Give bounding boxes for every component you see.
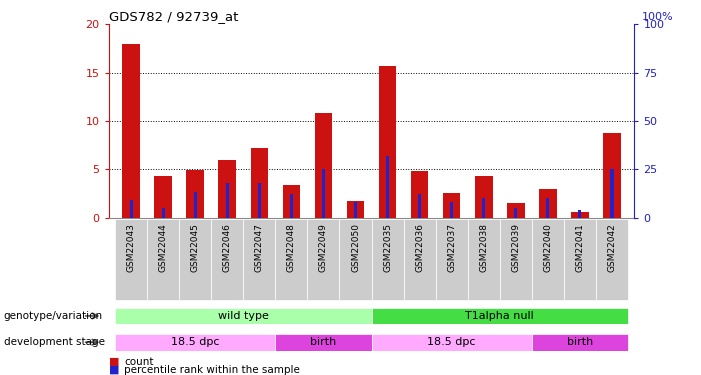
Bar [372, 308, 628, 324]
FancyBboxPatch shape [596, 219, 628, 300]
FancyBboxPatch shape [243, 219, 275, 300]
Text: percentile rank within the sample: percentile rank within the sample [124, 365, 300, 375]
Bar [283, 184, 300, 218]
Text: GSM22037: GSM22037 [447, 224, 456, 272]
Bar [258, 183, 261, 218]
FancyBboxPatch shape [308, 219, 339, 300]
Text: GSM22050: GSM22050 [351, 224, 360, 272]
FancyBboxPatch shape [372, 219, 404, 300]
FancyBboxPatch shape [468, 219, 500, 300]
FancyBboxPatch shape [404, 219, 435, 300]
Bar [115, 308, 372, 324]
FancyBboxPatch shape [115, 219, 147, 300]
Text: 100%: 100% [641, 12, 673, 22]
Bar [161, 208, 165, 218]
Bar [539, 189, 557, 218]
Text: 18.5 dpc: 18.5 dpc [171, 337, 219, 347]
Bar [386, 156, 389, 218]
Bar [354, 202, 357, 217]
FancyBboxPatch shape [275, 219, 308, 300]
Bar [122, 44, 140, 218]
Text: 18.5 dpc: 18.5 dpc [428, 337, 476, 347]
Text: GSM22046: GSM22046 [223, 224, 232, 272]
Bar [193, 192, 197, 217]
Bar [186, 170, 204, 217]
Text: GSM22049: GSM22049 [319, 224, 328, 272]
Bar [290, 194, 293, 217]
Text: ■: ■ [109, 365, 119, 375]
Bar [443, 194, 461, 217]
Text: ■: ■ [109, 357, 119, 367]
Bar [154, 176, 172, 218]
Text: GSM22047: GSM22047 [255, 224, 264, 272]
Text: GDS782 / 92739_at: GDS782 / 92739_at [109, 10, 238, 23]
Text: GSM22038: GSM22038 [479, 224, 488, 272]
Text: wild type: wild type [218, 311, 268, 321]
Bar [315, 113, 332, 218]
Bar [226, 183, 229, 218]
FancyBboxPatch shape [339, 219, 372, 300]
Text: GSM22041: GSM22041 [576, 224, 585, 272]
FancyBboxPatch shape [532, 219, 564, 300]
Bar [603, 134, 621, 218]
Bar [475, 176, 493, 218]
Text: genotype/variation: genotype/variation [4, 311, 102, 321]
Bar [546, 198, 550, 217]
Bar [219, 160, 236, 218]
Text: birth: birth [311, 337, 336, 347]
Text: GSM22045: GSM22045 [191, 224, 200, 272]
Text: count: count [124, 357, 154, 367]
Bar [347, 201, 365, 217]
Bar [571, 212, 589, 217]
FancyBboxPatch shape [147, 219, 179, 300]
Bar [411, 171, 428, 217]
Text: development stage: development stage [4, 337, 104, 347]
Text: GSM22042: GSM22042 [608, 224, 616, 272]
Text: GSM22035: GSM22035 [383, 224, 392, 272]
Bar [275, 334, 372, 351]
Text: GSM22044: GSM22044 [158, 224, 168, 272]
Text: GSM22040: GSM22040 [543, 224, 552, 272]
Bar [578, 210, 582, 218]
Bar [115, 334, 275, 351]
Bar [250, 148, 268, 217]
Text: GSM22039: GSM22039 [511, 224, 520, 272]
FancyBboxPatch shape [435, 219, 468, 300]
Bar [532, 334, 628, 351]
Bar [418, 194, 421, 217]
Bar [372, 334, 532, 351]
FancyBboxPatch shape [500, 219, 532, 300]
Bar [515, 208, 517, 218]
Bar [379, 66, 396, 218]
FancyBboxPatch shape [211, 219, 243, 300]
Text: GSM22048: GSM22048 [287, 224, 296, 272]
Bar [507, 203, 524, 217]
Text: GSM22043: GSM22043 [127, 224, 135, 272]
Bar [450, 202, 454, 217]
Bar [130, 200, 132, 217]
Bar [611, 169, 613, 217]
Text: GSM22036: GSM22036 [415, 224, 424, 272]
Text: T1alpha null: T1alpha null [465, 311, 534, 321]
Bar [482, 198, 485, 217]
FancyBboxPatch shape [564, 219, 596, 300]
Bar [322, 169, 325, 217]
Text: birth: birth [567, 337, 593, 347]
FancyBboxPatch shape [179, 219, 211, 300]
